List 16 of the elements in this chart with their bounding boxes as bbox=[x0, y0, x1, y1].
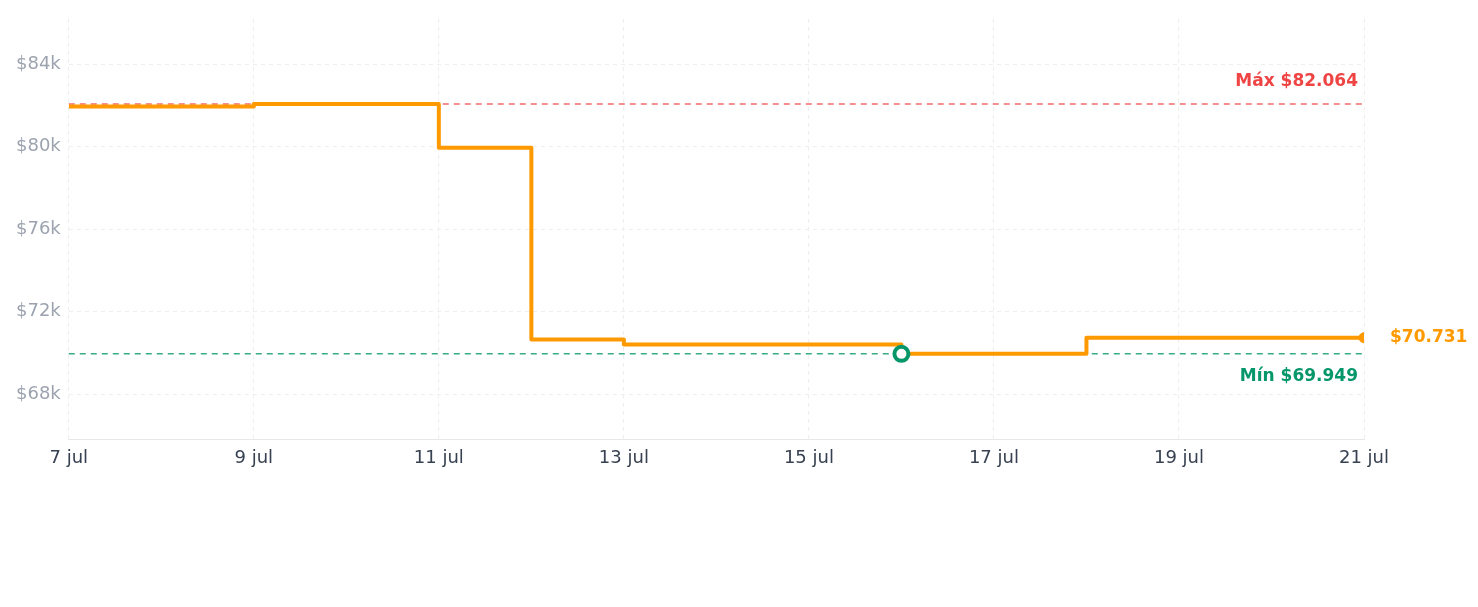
x-tick-label: 21 jul bbox=[1338, 445, 1390, 467]
y-tick-label: $68k bbox=[16, 381, 62, 403]
y-tick-label: $76k bbox=[16, 216, 62, 238]
x-tick-label: 19 jul bbox=[1153, 445, 1204, 467]
x-tick-label: 9 jul bbox=[234, 445, 274, 467]
x-tick-label: 17 jul bbox=[968, 445, 1019, 467]
y-tick-label: $72k bbox=[16, 299, 62, 321]
ref-line-label: Máx $82.064 bbox=[1235, 70, 1359, 90]
ref-line-label: Mín $69.949 bbox=[1239, 364, 1358, 385]
y-tick-label: $80k bbox=[16, 134, 62, 156]
annotation: $70.731 bbox=[1390, 326, 1468, 347]
x-tick-label: 15 jul bbox=[783, 445, 834, 467]
x-tick-label: 7 jul bbox=[49, 445, 89, 467]
x-tick-label: 13 jul bbox=[598, 445, 649, 467]
x-tick-label: 11 jul bbox=[413, 445, 464, 467]
y-tick-label: $84k bbox=[16, 51, 62, 73]
